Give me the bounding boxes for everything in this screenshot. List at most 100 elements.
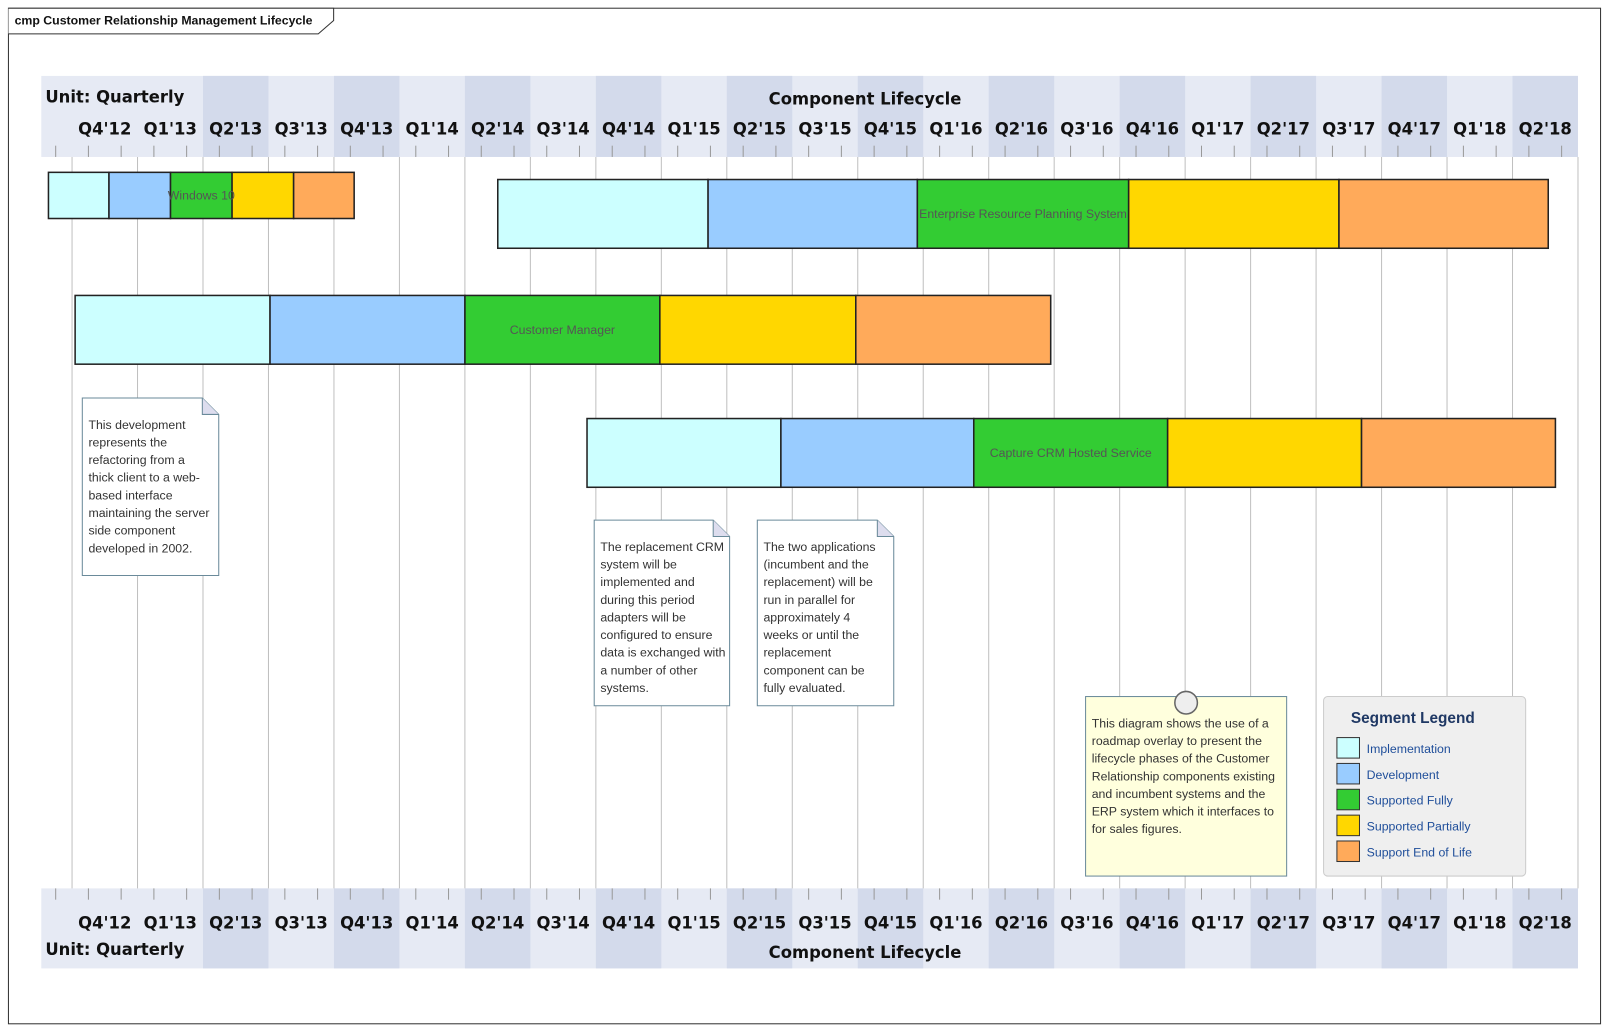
timeline-column — [595, 888, 662, 969]
lifecycle-segment — [269, 294, 466, 365]
note-fold — [712, 520, 730, 538]
lifecycle-segment — [1360, 417, 1557, 489]
legend-label: Support End of Life — [1367, 845, 1472, 859]
note-text: weeks or until the — [762, 628, 859, 642]
timeline-column — [595, 75, 662, 157]
note-text: component can be — [763, 663, 864, 677]
lifecycle-segment — [855, 294, 1052, 365]
quarter-label: Q4'14 — [602, 119, 655, 138]
quarter-label: Q3'17 — [1322, 119, 1375, 138]
timeline-column — [333, 75, 400, 157]
timeline-column — [202, 888, 269, 969]
lifecycle-segment — [659, 294, 857, 365]
timeline-column — [1250, 75, 1317, 157]
quarter-label: Q2'18 — [1519, 119, 1572, 138]
lifecycle-segment — [464, 294, 661, 365]
note-text: maintaining the server — [88, 506, 209, 520]
quarter-label: Q1'13 — [144, 119, 197, 138]
note-text: for sales figures. — [1092, 822, 1182, 836]
lifecycle-segment — [1166, 417, 1363, 489]
note-text: The two applications — [763, 540, 875, 554]
lifecycle-segment — [1338, 178, 1550, 250]
note-text: ERP system which it interfaces to — [1092, 805, 1274, 819]
unit-label: Unit: Quarterly — [45, 88, 184, 107]
note-text: adapters will be — [600, 610, 686, 624]
legend-title: Segment Legend — [1351, 710, 1475, 727]
note-text: replacement — [763, 646, 831, 660]
note-text: fully evaluated. — [763, 681, 845, 695]
note — [81, 397, 220, 577]
note-text: thick client to a web- — [88, 471, 199, 485]
quarter-label: Q4'17 — [1388, 913, 1441, 932]
timeline-column — [1512, 888, 1578, 969]
lifecycle-segment — [1127, 178, 1340, 250]
quarter-label: Q2'16 — [995, 119, 1048, 138]
quarter-label: Q3'13 — [275, 913, 328, 932]
note-text: lifecycle phases of the Customer — [1092, 752, 1270, 766]
timeline-column — [464, 75, 531, 157]
quarter-label: Q1'17 — [1191, 119, 1244, 138]
quarter-label: Q1'13 — [144, 913, 197, 932]
timeline-column — [857, 888, 924, 969]
timeline-column — [726, 888, 793, 969]
note-text: data is exchanged with — [600, 646, 725, 660]
note-text: systems. — [600, 681, 649, 695]
quarter-label: Q2'13 — [209, 119, 262, 138]
quarter-label: Q3'15 — [798, 119, 851, 138]
timeline-band — [41, 888, 1578, 969]
lifecycle-segment — [916, 178, 1130, 250]
quarter-label: Q4'16 — [1126, 913, 1179, 932]
note-text: refactoring from a — [88, 453, 185, 467]
quarter-label: Q1'15 — [667, 913, 720, 932]
timeline-column — [1381, 75, 1448, 157]
frame-title: cmp Customer Relationship Management Lif… — [15, 14, 313, 28]
timeline-column — [726, 75, 793, 157]
legend-swatch — [1336, 762, 1360, 785]
timeline-title: Component Lifecycle — [769, 943, 962, 962]
quarter-label: Q3'16 — [1060, 119, 1113, 138]
quarter-label: Q4'12 — [78, 913, 131, 932]
note-text: This diagram shows the use of a — [1092, 716, 1269, 730]
note-fold — [876, 520, 894, 538]
lifecycle-segment — [497, 178, 709, 250]
quarter-label: Q1'15 — [667, 119, 720, 138]
lifecycle-segment — [780, 417, 975, 489]
component-name: Customer Manager — [510, 323, 615, 337]
legend-label: Supported Fully — [1367, 794, 1454, 808]
lifecycle-segment — [292, 171, 355, 220]
timeline-column — [202, 75, 269, 157]
timeline-column — [1119, 888, 1186, 969]
note-text: Relationship components existing — [1092, 769, 1275, 783]
quarter-label: Q4'16 — [1126, 119, 1179, 138]
unit-label: Unit: Quarterly — [45, 940, 184, 959]
quarter-label: Q1'18 — [1453, 913, 1506, 932]
quarter-label: Q2'15 — [733, 119, 786, 138]
quarter-label: Q3'13 — [275, 119, 328, 138]
note-text: developed in 2002. — [88, 541, 192, 555]
quarter-label: Q1'14 — [406, 119, 459, 138]
lifecycle-segment — [74, 294, 271, 365]
timeline-column — [988, 888, 1055, 969]
quarter-label: Q4'13 — [340, 119, 393, 138]
quarter-label: Q3'16 — [1060, 913, 1113, 932]
timeline-column — [1250, 888, 1317, 969]
lifecycle-segment — [231, 171, 295, 220]
lifecycle-segment — [108, 171, 172, 220]
note-text: run in parallel for — [763, 593, 855, 607]
note — [593, 519, 731, 707]
note-pin — [1174, 690, 1199, 715]
legend-swatch — [1336, 788, 1360, 811]
note-text: This development — [88, 418, 186, 432]
quarter-label: Q2'14 — [471, 913, 524, 932]
quarter-label: Q3'14 — [537, 119, 590, 138]
note — [756, 519, 895, 707]
quarter-label: Q1'16 — [929, 119, 982, 138]
timeline-title: Component Lifecycle — [769, 90, 962, 109]
note-text: implemented and — [600, 575, 694, 589]
timeline-column — [333, 888, 400, 969]
quarter-label: Q2'16 — [995, 913, 1048, 932]
note-text: a number of other — [600, 663, 697, 677]
legend-label: Implementation — [1367, 742, 1451, 756]
